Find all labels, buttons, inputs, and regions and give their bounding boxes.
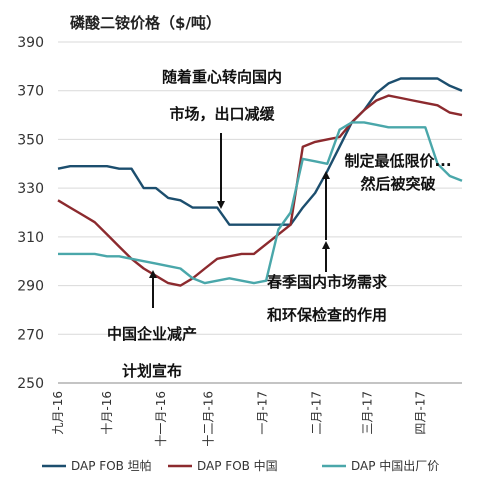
- x-tick-label: 十一月-16: [154, 391, 168, 447]
- chart-title: 磷酸二铵价格（$/吨）: [70, 14, 221, 32]
- annotation-production-cut-line-2: 计划宣布: [122, 362, 182, 380]
- annotation-market-shift-line-2: 市场，出口减缓: [169, 105, 275, 123]
- legend-label-3: DAP 中国出厂价: [351, 458, 439, 473]
- y-tick-label: 270: [17, 327, 44, 343]
- legend-label-2: DAP FOB 中国: [197, 458, 278, 473]
- legend-label-1: DAP FOB 坦帕: [71, 458, 152, 473]
- x-tick-label: 九月-16: [51, 391, 65, 435]
- y-tick-label: 350: [17, 132, 44, 148]
- x-tick-label: 二月-17: [309, 391, 323, 435]
- x-tick-label: 三月-17: [361, 391, 375, 435]
- annotation-market-shift-line-1: 随着重心转向国内: [162, 68, 282, 86]
- annotation-price-limit-line-1: 制定最低限价...: [344, 152, 451, 170]
- series-line-3: [58, 121, 463, 285]
- series-lines: [57, 77, 463, 287]
- annotation-spring-demand-line-1: 春季国内市场需求: [267, 273, 388, 291]
- y-tick-label: 370: [17, 84, 44, 100]
- legend: DAP FOB 坦帕 DAP FOB 中国 DAP 中国出厂价: [42, 458, 439, 473]
- y-tick-label: 330: [17, 181, 44, 197]
- y-gridlines: [58, 41, 462, 335]
- x-tick-label: 十月-16: [100, 391, 114, 435]
- x-tick-label: 十二月-16: [202, 391, 216, 447]
- series-line-2: [57, 94, 463, 287]
- x-tick-label: 一月-17: [255, 391, 269, 435]
- annotation-price-limit-line-2: 然后被突破: [360, 175, 435, 193]
- y-tick-label: 250: [17, 376, 44, 392]
- annotation-spring-demand-line-2: 和环保检查的作用: [267, 306, 387, 324]
- y-tick-label: 310: [17, 230, 44, 246]
- y-tick-label: 390: [17, 35, 44, 51]
- y-tick-label: 290: [17, 279, 44, 295]
- x-tick-label: 四月-17: [413, 391, 427, 435]
- series-line-1: [57, 77, 463, 226]
- x-axis-ticks: 九月-16 十月-16 十一月-16 十二月-16 一月-17 二月-17 三月-17 四月-…: [51, 391, 427, 447]
- annotation-production-cut-line-1: 中国企业减产: [107, 325, 197, 343]
- y-axis-ticks: 250 270 290 310 330 350 370 390: [17, 35, 44, 392]
